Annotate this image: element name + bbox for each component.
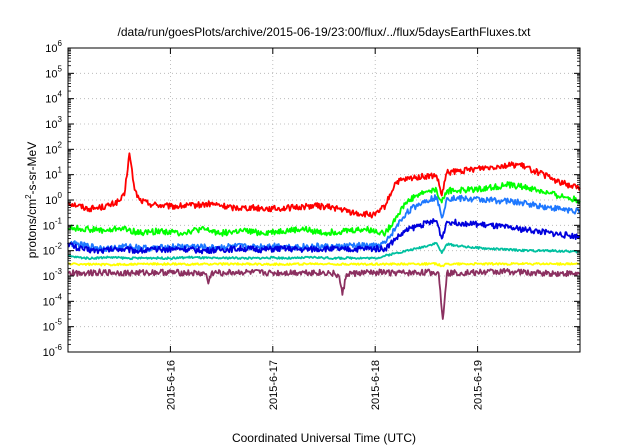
- y-tick-label: 101: [45, 166, 62, 182]
- y-axis-label-base: protons/cm: [25, 199, 39, 258]
- y-tick-label: 10-4: [43, 292, 63, 308]
- grid: [68, 48, 580, 352]
- chart-title: /data/run/goesPlots/archive/2015-06-19/2…: [118, 25, 532, 39]
- y-tick-label: 10-3: [43, 267, 63, 283]
- y-tick-label: 10-5: [43, 318, 63, 334]
- series-group: [67, 152, 581, 320]
- x-tick-label: 2015-6-16: [165, 360, 177, 410]
- x-axis: 2015-6-16 2015-6-17 2015-6-18 2015-6-19: [165, 48, 485, 410]
- series-line-7: [67, 267, 581, 320]
- x-axis-label: Coordinated Universal Time (UTC): [232, 431, 416, 445]
- series-line-4: [67, 218, 581, 255]
- series-line-2: [67, 181, 581, 237]
- y-tick-label: 103: [45, 115, 62, 131]
- series-line-3: [67, 194, 581, 253]
- y-tick-label: 102: [45, 140, 62, 156]
- y-tick-label: 100: [45, 191, 62, 207]
- series-line-5: [67, 241, 581, 261]
- y-axis-label: protons/cm2-s-sr-MeV: [24, 142, 39, 258]
- y-tick-label: 10-2: [43, 242, 63, 258]
- y-tick-label: 104: [45, 90, 62, 106]
- y-tick-label: 10-1: [43, 216, 63, 232]
- x-tick-label: 2015-6-19: [473, 360, 485, 410]
- series-line-1: [67, 152, 581, 219]
- y-tick-label: 10-6: [43, 343, 63, 359]
- x-tick-label: 2015-6-18: [370, 360, 382, 410]
- y-axis: 10-6 10-5 10-4 10-3 10-2 10-1 100 101 102 103 104 1…: [43, 39, 580, 359]
- y-axis-label-sup: 2: [24, 194, 33, 199]
- y-axis-label-rest: -s-sr-MeV: [25, 142, 39, 195]
- y-tick-label: 105: [45, 64, 62, 80]
- series-line-6: [67, 262, 581, 268]
- y-tick-label: 106: [45, 39, 62, 55]
- x-tick-label: 2015-6-17: [268, 360, 280, 410]
